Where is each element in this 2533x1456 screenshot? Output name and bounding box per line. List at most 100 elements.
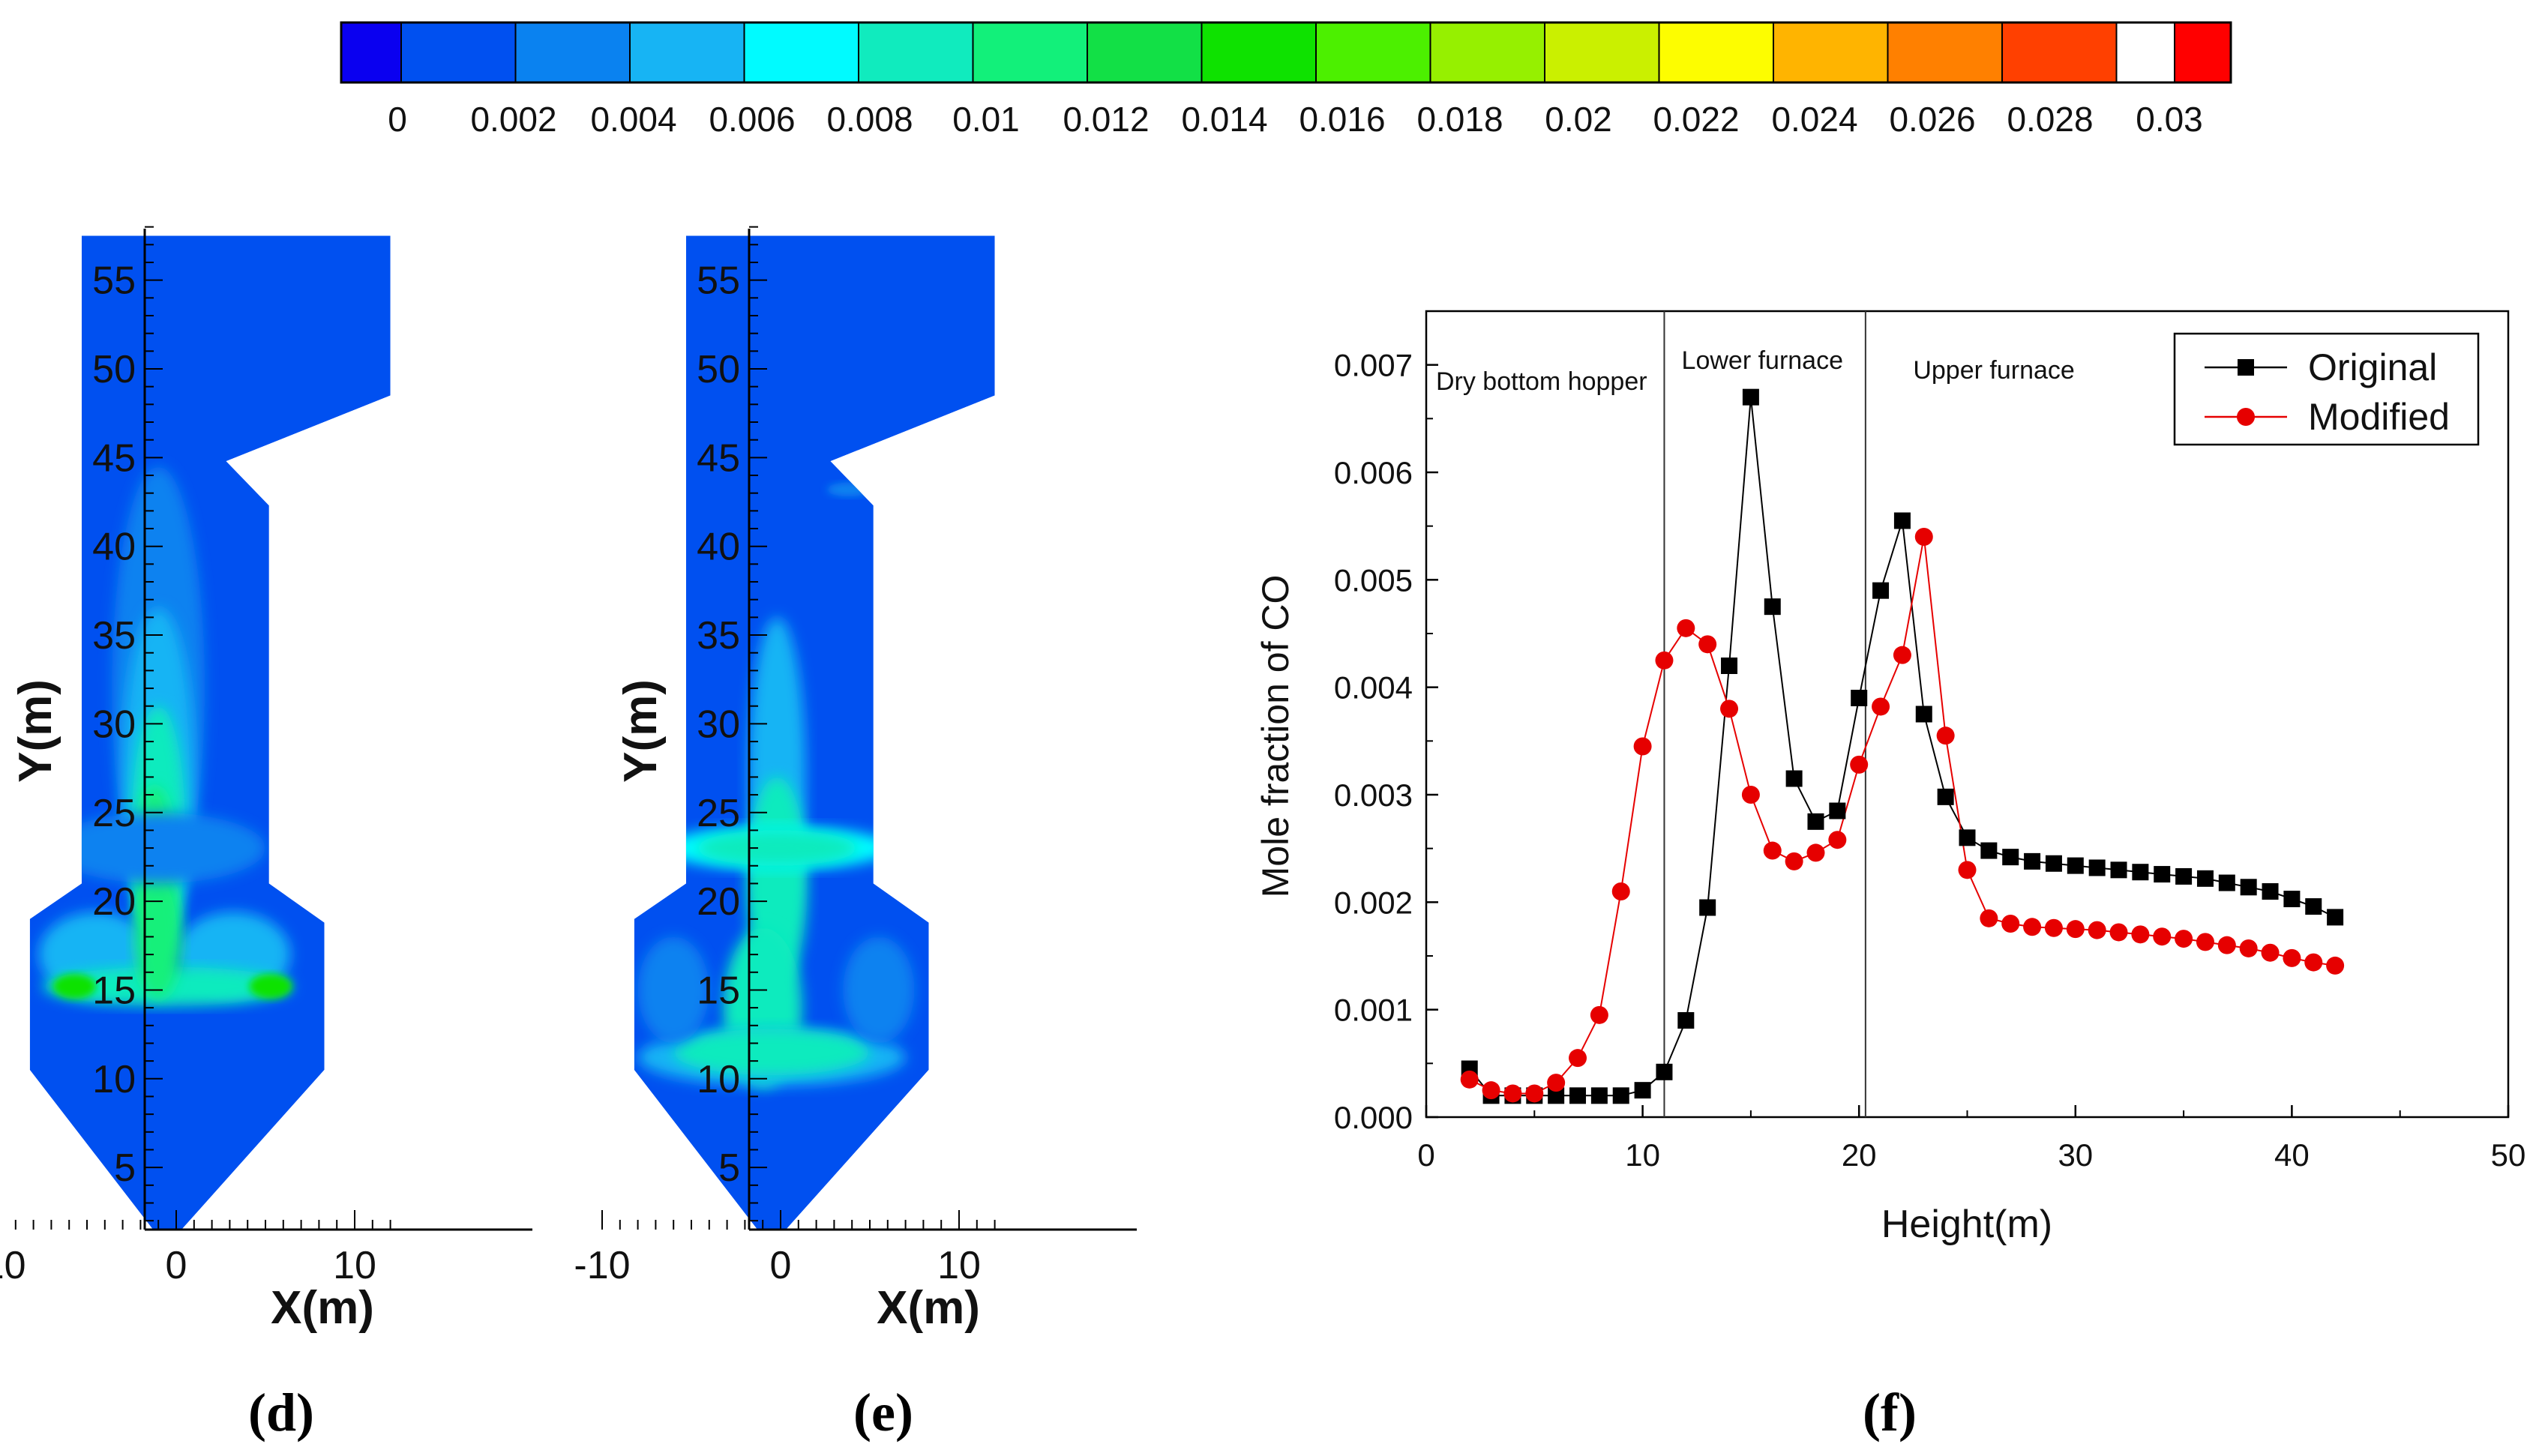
data-point-modified xyxy=(1872,697,1890,716)
data-point-modified xyxy=(1503,1084,1522,1103)
data-point-modified xyxy=(2023,918,2042,936)
data-point-original xyxy=(2240,879,2257,896)
data-point-modified xyxy=(1460,1070,1479,1089)
x-tick-label: 10 xyxy=(333,1244,376,1287)
data-point-original xyxy=(1569,1087,1587,1104)
x-tick-label: -10 xyxy=(574,1244,630,1287)
colorbar-tick-label: 0.018 xyxy=(1416,100,1503,139)
colorbar-swatch xyxy=(400,22,517,83)
data-point-modified xyxy=(2044,918,2063,937)
chart-y-tick-label: 0.003 xyxy=(1334,777,1413,813)
colorbar-swatch xyxy=(514,22,631,83)
data-point-original xyxy=(2110,861,2127,879)
panel-d-ylabel: Y(m) xyxy=(10,679,61,783)
panel-e-ylabel: Y(m) xyxy=(615,679,667,783)
y-tick-label: 25 xyxy=(697,792,740,835)
contour-panel-original: 5 10 15 20 25 30 35 40 45 50 55 -10 0 10 X(m) Y(m) (d… xyxy=(0,226,532,1443)
y-tick-label: 50 xyxy=(92,348,136,391)
data-point-original xyxy=(2283,891,2301,908)
y-tick-label: 30 xyxy=(92,703,136,746)
colorbar-tick-label: 0.028 xyxy=(2007,100,2093,139)
data-point-modified xyxy=(1547,1074,1566,1092)
region-label: Dry bottom hopper xyxy=(1436,367,1647,396)
data-point-modified xyxy=(1741,786,1760,804)
y-tick-label: 50 xyxy=(697,348,740,391)
y-tick-label: 30 xyxy=(697,703,740,746)
chart-x-tick-label: 0 xyxy=(1417,1137,1434,1173)
colorbar-tick-label: 0.004 xyxy=(590,100,676,139)
data-point-original xyxy=(1872,582,1890,599)
data-point-modified xyxy=(1806,843,1825,862)
colorbar-swatch xyxy=(1315,22,1431,83)
data-point-original xyxy=(2154,866,2171,883)
data-point-original xyxy=(1699,899,1716,916)
data-point-modified xyxy=(2261,943,2280,962)
colorbar-swatch xyxy=(743,22,859,83)
colorbar-swatch xyxy=(1887,22,2003,83)
colorbar-tick-label: 0.03 xyxy=(2136,100,2203,139)
y-tick-label: 5 xyxy=(114,1146,136,1190)
colorbar-tick-label: 0.02 xyxy=(1545,100,1612,139)
contour-panel-modified: 5 10 15 20 25 30 35 40 45 50 55 -10 0 10 X(m) Y(m) (e… xyxy=(574,226,1137,1443)
colorbar-swatch xyxy=(1201,22,1317,83)
data-point-modified xyxy=(1720,700,1739,718)
data-point-modified xyxy=(2131,925,2150,944)
colorbar-swatch xyxy=(1544,22,1660,83)
chart-xlabel: Height(m) xyxy=(1881,1203,2052,1246)
data-point-original xyxy=(1548,1087,1565,1104)
x-tick-label: 10 xyxy=(937,1244,981,1287)
y-tick-label: 25 xyxy=(92,792,136,835)
data-point-modified xyxy=(2066,920,2085,939)
data-point-modified xyxy=(1590,1005,1608,1024)
furnace-domain xyxy=(29,235,391,1230)
data-point-modified xyxy=(2304,953,2323,972)
data-point-modified xyxy=(1677,619,1695,637)
y-tick-label: 15 xyxy=(697,969,740,1012)
y-tick-label: 45 xyxy=(92,436,136,480)
data-point-modified xyxy=(2175,930,2193,948)
data-point-modified xyxy=(1850,755,1869,774)
data-point-modified xyxy=(1482,1081,1500,1100)
data-point-original xyxy=(1785,770,1803,787)
panel-d-xlabel: X(m) xyxy=(271,1282,374,1334)
data-point-modified xyxy=(2153,927,2172,946)
data-point-modified xyxy=(1633,737,1652,756)
data-point-original xyxy=(2132,864,2149,881)
colorbar-tick-label: 0.016 xyxy=(1299,100,1385,139)
chart-y-tick-label: 0.001 xyxy=(1334,993,1413,1028)
colorbar-swatch xyxy=(1087,22,1203,83)
y-tick-label: 15 xyxy=(92,969,136,1012)
data-point-original xyxy=(1677,1012,1695,1029)
data-point-modified xyxy=(1611,882,1630,900)
chart-x-tick-label: 20 xyxy=(1842,1137,1877,1173)
colorbar-tick-label: 0.026 xyxy=(1889,100,1975,139)
data-point-original xyxy=(2196,870,2214,887)
y-tick-label: 40 xyxy=(697,526,740,569)
data-point-original xyxy=(1915,706,1932,723)
data-point-modified xyxy=(1785,852,1803,870)
colorbar-swatch xyxy=(1658,22,1774,83)
data-point-original xyxy=(1656,1063,1673,1080)
colorbar-tick-label: 0.002 xyxy=(470,100,556,139)
y-tick-label: 20 xyxy=(697,880,740,924)
data-point-original xyxy=(2024,852,2041,870)
data-point-modified xyxy=(2283,948,2301,967)
data-point-original xyxy=(1851,690,1868,706)
colorbar-swatch xyxy=(2001,22,2118,83)
colorbar: 0 0.002 0.004 0.006 0.008 0.01 0.012 0.014 0.016… xyxy=(340,21,2232,139)
chart-x-tick-label: 10 xyxy=(1625,1137,1660,1173)
y-tick-label: 10 xyxy=(92,1058,136,1101)
colorbar-tick-label: 0.008 xyxy=(826,100,913,139)
chart-y-tick-label: 0.004 xyxy=(1334,670,1413,706)
data-point-original xyxy=(2067,857,2084,874)
chart-y-tick-label: 0.002 xyxy=(1334,885,1413,920)
data-point-modified xyxy=(1980,909,1998,927)
chart-x-tick-label: 40 xyxy=(2274,1137,2310,1173)
region-label: Upper furnace xyxy=(1913,356,2074,385)
panel-d-label: (d) xyxy=(248,1383,314,1443)
data-point-original xyxy=(2327,909,2344,926)
legend-marker-circle xyxy=(2237,408,2255,426)
data-point-original xyxy=(1959,829,1976,846)
data-point-original xyxy=(2305,898,2322,915)
data-point-modified xyxy=(1958,861,1977,879)
